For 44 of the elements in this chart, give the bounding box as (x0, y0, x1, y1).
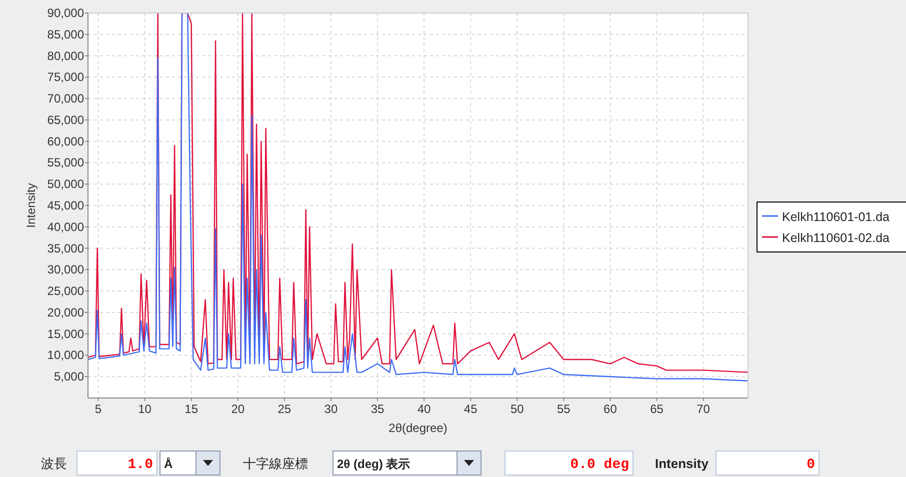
y-tick-label: 65,000 (47, 112, 84, 127)
y-tick-label: 15,000 (47, 326, 84, 341)
x-tick-label: 20 (231, 402, 245, 416)
x-tick-label: 55 (557, 402, 571, 416)
y-tick-label: 45,000 (47, 198, 84, 212)
x-tick-label: 45 (464, 402, 478, 416)
legend-label: Kelkh110601-02.da (782, 231, 890, 245)
x-tick-label: 40 (417, 402, 432, 416)
y-tick-label: 35,000 (47, 241, 84, 256)
x-tick-label: 50 (510, 402, 524, 416)
y-tick-label: 10,000 (47, 348, 84, 362)
y-tick-label: 80,000 (47, 48, 84, 63)
text: 波長 (41, 456, 67, 471)
text: 2θ (deg) 表示 (337, 457, 410, 471)
y-tick-label: 40,000 (47, 220, 84, 234)
text: Å (164, 457, 173, 471)
y-tick-label: 90,000 (47, 6, 84, 20)
y-tick-label: 75,000 (47, 70, 84, 84)
y-tick-label: 50,000 (47, 177, 84, 192)
y-tick-label: 5,000 (54, 370, 84, 384)
y-tick-label: 60,000 (47, 134, 84, 148)
y-axis-title: Intensity (24, 183, 38, 228)
x-tick-label: 30 (324, 402, 338, 416)
x-tick-label: 25 (278, 402, 292, 416)
x-tick-label: 15 (184, 402, 198, 416)
x-tick-label: 5 (94, 402, 102, 416)
y-tick-label: 30,000 (47, 262, 84, 277)
x-tick-label: 65 (650, 402, 664, 416)
y-tick-label: 20,000 (47, 305, 84, 320)
text: 十字線座標 (243, 456, 308, 471)
x-tick-label: 10 (138, 402, 152, 416)
legend-label: Kelkh110601-01.da (782, 210, 890, 224)
text: 1.0 (128, 457, 153, 473)
y-tick-label: 25,000 (47, 284, 84, 298)
y-tick-label: 70,000 (47, 92, 84, 106)
text: 0 (806, 457, 815, 473)
x-axis-title: 2θ(degree) (388, 421, 448, 435)
x-tick-label: 35 (370, 402, 384, 416)
text: 0.0 deg (570, 457, 629, 473)
text: Intensity (655, 456, 710, 471)
y-tick-label: 55,000 (47, 156, 84, 170)
y-tick-label: 85,000 (47, 27, 84, 42)
x-tick-label: 70 (696, 402, 710, 416)
x-tick-label: 60 (604, 402, 618, 416)
